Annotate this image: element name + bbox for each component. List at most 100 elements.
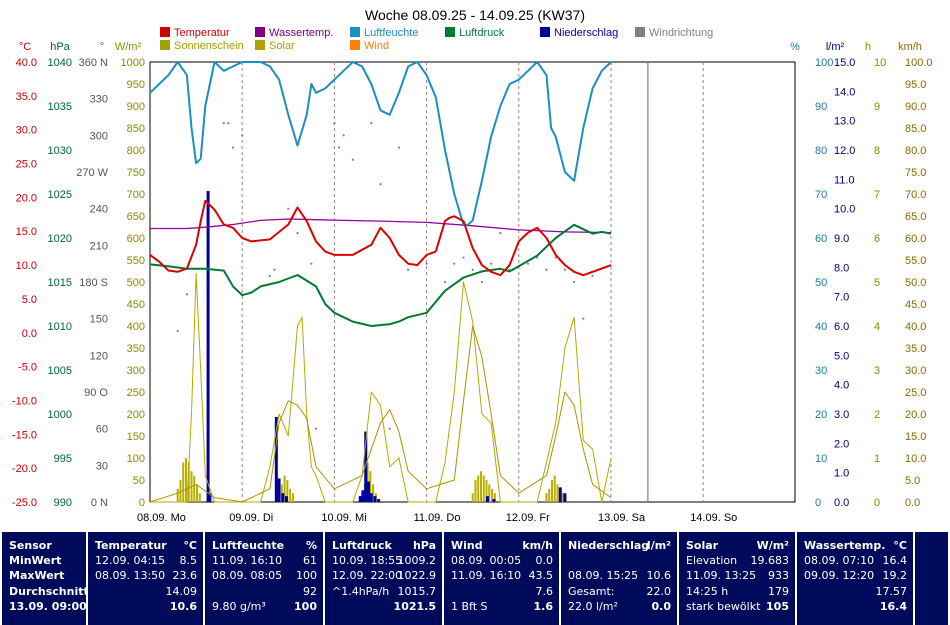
sunshine-bar xyxy=(286,480,289,502)
wind-direction-point xyxy=(591,274,594,277)
legend: Temperatur Wassertemp. Luftfeuchte Luftdruc… xyxy=(160,27,713,52)
stats-pressure-column: Luftdruck hPa 10.09. 18:55 1009.2 12.09. 2… xyxy=(325,532,442,625)
stats-sensor-column: Sensor MinWert MaxWert Durchschnitt 13.0… xyxy=(2,532,89,625)
rain-bar xyxy=(208,493,212,502)
legend-swatch xyxy=(540,27,550,37)
sunshine-bar xyxy=(289,488,292,502)
wind-direction-point xyxy=(231,146,235,149)
humidity-line xyxy=(149,61,612,226)
wind-direction-point xyxy=(185,293,188,296)
axis-tick-label: 20.0 xyxy=(905,409,926,421)
axis-tick-label: 1035 xyxy=(48,101,72,113)
stat-time: 12.09. 04:15 xyxy=(95,554,166,568)
axis-tick-label: 10.0 xyxy=(16,260,37,272)
axis-tick-label: 1020 xyxy=(48,233,72,245)
axis-tick-label: 40 xyxy=(815,321,827,333)
legend-label: Luftdruck xyxy=(459,27,505,39)
pressure-header: Luftdruck xyxy=(332,539,392,552)
wind-direction-point xyxy=(388,427,391,430)
wind-direction-point xyxy=(337,146,341,149)
wind-direction-point xyxy=(296,232,299,235)
axis-tick-label: 90 O xyxy=(84,387,108,399)
axis-tick-label: 70.0 xyxy=(905,189,926,201)
axes: °C40.035.030.025.020.015.010.05.00.0-5.0… xyxy=(12,41,933,509)
axis-tick-label: 600 xyxy=(127,233,145,245)
axis-tick-label: 95.0 xyxy=(905,79,926,91)
axis-tick-label: 40.0 xyxy=(16,57,37,69)
legend-swatch xyxy=(160,40,170,50)
axis-tick-label: 45.0 xyxy=(905,299,926,311)
stat-value: 22.0 xyxy=(646,584,672,598)
axis-tick-label: 10 xyxy=(815,453,827,465)
wind-direction-point xyxy=(573,280,576,284)
sensor-row-label: MaxWert xyxy=(9,569,65,583)
wind-direction-point xyxy=(314,427,318,430)
line-series xyxy=(149,61,612,503)
x-axis-label: 12.09. Fr xyxy=(506,512,550,524)
stats-panel: Sensor MinWert MaxWert Durchschnitt 13.0… xyxy=(0,532,950,625)
rain-bar xyxy=(369,493,373,502)
axis-tick-label: 1025 xyxy=(48,189,72,201)
sensor-row-label: MinWert xyxy=(9,554,62,568)
wind-direction-point xyxy=(563,268,567,271)
axis-tick-label: 1040 xyxy=(48,57,72,69)
stat-value: 43.5 xyxy=(528,569,554,583)
axis-tick-label: 1000 xyxy=(48,409,72,421)
sunshine-bar xyxy=(283,475,286,502)
sunshine-bar xyxy=(482,475,485,502)
stat-total: 22.0 l/m² xyxy=(568,599,618,613)
axis-tick-label: 65.0 xyxy=(905,211,926,223)
stat-time: 11.09. 13:25 xyxy=(686,569,757,583)
stat-time: 11.09. 16:10 xyxy=(451,569,522,583)
sunshine-bar xyxy=(553,475,556,502)
rain-bar xyxy=(364,431,368,502)
axis-tick-label: 150 xyxy=(90,314,108,326)
humidity-unit: % xyxy=(305,539,317,552)
axis-unit-label: km/h xyxy=(898,41,922,53)
axis-tick-label: 3.0 xyxy=(834,409,849,421)
axis-tick-label: 7.0 xyxy=(834,292,849,304)
axis-tick-label: 850 xyxy=(127,123,145,135)
stat-sunshine-hours: 14:25 h xyxy=(686,584,729,598)
axis-tick-label: 750 xyxy=(127,167,145,179)
axis-tick-label: 10.0 xyxy=(834,204,855,216)
stats-humidity-column: Luftfeuchte% 11.09. 16:10 61 08.09. 08:05… xyxy=(205,532,323,625)
axis-tick-label: 150 xyxy=(127,431,145,443)
stats-empty-column xyxy=(915,532,948,625)
rain-bar xyxy=(367,481,371,502)
solar-line xyxy=(150,272,612,503)
legend-swatch xyxy=(160,27,170,37)
sunshine-bar xyxy=(369,471,372,502)
water-temp-header: Wassertemp. xyxy=(804,539,886,552)
axis-tick-label: 8.0 xyxy=(834,262,849,274)
rain-bar xyxy=(373,496,377,502)
stat-current-value: 16.4 xyxy=(879,599,907,613)
stat-total-label: Gesamt: xyxy=(568,584,615,598)
axis-tick-label: 60 xyxy=(96,424,108,436)
stat-value: 17.57 xyxy=(875,584,908,598)
water-line xyxy=(150,218,612,234)
rain-unit: l/m² xyxy=(646,539,671,552)
chart-title: Woche 08.09.25 - 14.09.25 (KW37) xyxy=(365,7,585,23)
axis-tick-label: 650 xyxy=(127,211,145,223)
x-axis-label: 08.09. Mo xyxy=(137,512,186,524)
axis-unit-label: h xyxy=(865,41,871,53)
sunshine-bar xyxy=(184,458,187,502)
axis-tick-label: 1.0 xyxy=(834,468,849,480)
legend-swatch xyxy=(255,40,265,50)
rain-bar xyxy=(558,487,562,502)
axis-unit-label: ° xyxy=(100,41,104,53)
axis-tick-label: -15.0 xyxy=(12,429,37,441)
stat-time: 12.09. 22:00 xyxy=(332,569,403,583)
axis-tick-label: 300 xyxy=(127,365,145,377)
stat-value: 16.4 xyxy=(882,554,908,568)
stat-current-value: 1.6 xyxy=(533,599,554,613)
sunshine-bar xyxy=(187,462,190,502)
axis-tick-label: 90 xyxy=(815,101,827,113)
wind-line xyxy=(149,325,612,503)
wind-direction-point xyxy=(407,268,410,271)
stat-value: 1022.9 xyxy=(397,569,437,583)
axis-tick-label: 330 xyxy=(90,94,108,106)
axis-tick-label: 15.0 xyxy=(905,431,926,443)
water-temp-unit: °C xyxy=(893,539,907,552)
